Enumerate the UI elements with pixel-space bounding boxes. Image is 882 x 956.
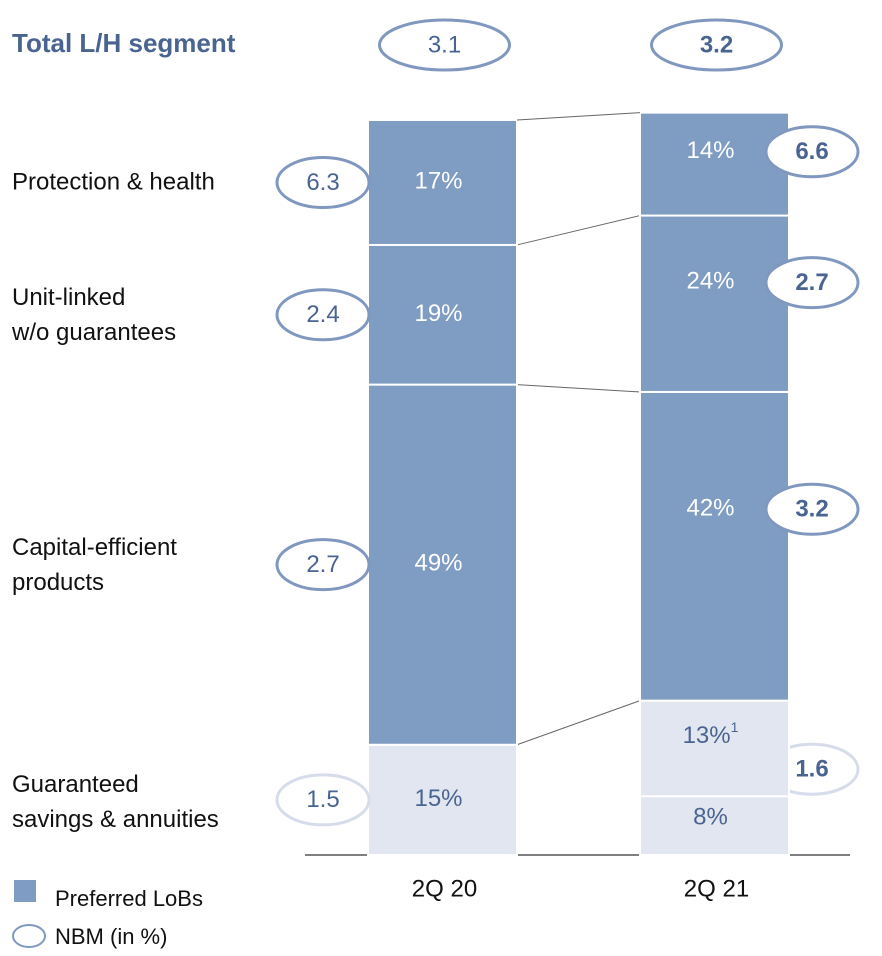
value-label: 8%: [693, 804, 728, 831]
bar-segment: [639, 214, 790, 393]
value-label-text: 14%: [686, 137, 734, 164]
row-label: Unit-linked w/o guarantees: [12, 283, 177, 346]
bar-segment: [367, 743, 518, 856]
legend-label: NBM (in %): [55, 924, 167, 949]
nbm-ellipse: [764, 482, 860, 536]
total-label: 3.2: [700, 31, 733, 58]
value-label: 42%: [686, 495, 734, 522]
value-label-text: 49%: [414, 550, 462, 577]
nbm-label: 2.7: [306, 551, 339, 578]
nbm-label: 2.4: [306, 301, 339, 328]
connector: [516, 700, 641, 746]
row-label: Protection & health: [12, 168, 215, 196]
total-label: 3.1: [428, 31, 461, 58]
chart-title: Total L/H segment: [12, 28, 236, 58]
total-ellipse: [650, 18, 783, 72]
value-label: 24%: [686, 268, 734, 295]
nbm-label: 3.2: [795, 496, 828, 523]
legend-swatch: [14, 880, 36, 902]
nbm-label: 6.3: [306, 169, 339, 196]
connector: [516, 384, 641, 393]
row-label: Guaranteed savings & annuities: [12, 770, 219, 833]
legend-ellipse: [12, 924, 46, 948]
footnote-mark: 1: [731, 719, 739, 735]
nbm-label: 6.6: [795, 138, 828, 165]
value-label-text: 19%: [414, 300, 462, 327]
value-label-text: 13%: [683, 722, 731, 749]
legend-label: Preferred LoBs: [55, 886, 203, 911]
nbm-ellipse: [275, 538, 371, 592]
connector: [516, 215, 641, 246]
bar-segment: [639, 699, 790, 798]
bar-segment: [639, 390, 790, 702]
nbm-ellipse: [275, 773, 371, 827]
x-tick-label: 2Q 21: [684, 875, 749, 902]
value-label: 14%: [686, 137, 734, 164]
value-label-text: 8%: [693, 804, 728, 831]
nbm-ellipse: [764, 256, 860, 310]
nbm-label: 1.5: [306, 786, 339, 813]
total-ellipse: [378, 18, 511, 72]
x-tick-label: 2Q 20: [412, 875, 477, 902]
value-label: 15%: [414, 785, 462, 812]
value-label: 49%: [414, 550, 462, 577]
value-label: 13%1: [683, 719, 739, 750]
nbm-ellipse: [764, 125, 860, 179]
bar-segment: [367, 383, 518, 746]
value-label: 17%: [414, 168, 462, 195]
bar-segment: [639, 795, 790, 857]
value-label-text: 42%: [686, 495, 734, 522]
bar-segment: [367, 243, 518, 386]
nbm-ellipse: [275, 288, 371, 342]
row-label: Capital-efficient products: [12, 533, 177, 596]
connector: [516, 112, 641, 121]
bar-segment: [367, 119, 518, 246]
value-label-text: 24%: [686, 268, 734, 295]
nbm-ellipse: [275, 155, 371, 209]
value-label-text: 17%: [414, 168, 462, 195]
nbm-label: 1.6: [795, 756, 828, 783]
value-label: 19%: [414, 300, 462, 327]
nbm-label: 2.7: [795, 269, 828, 296]
value-label-text: 15%: [414, 785, 462, 812]
